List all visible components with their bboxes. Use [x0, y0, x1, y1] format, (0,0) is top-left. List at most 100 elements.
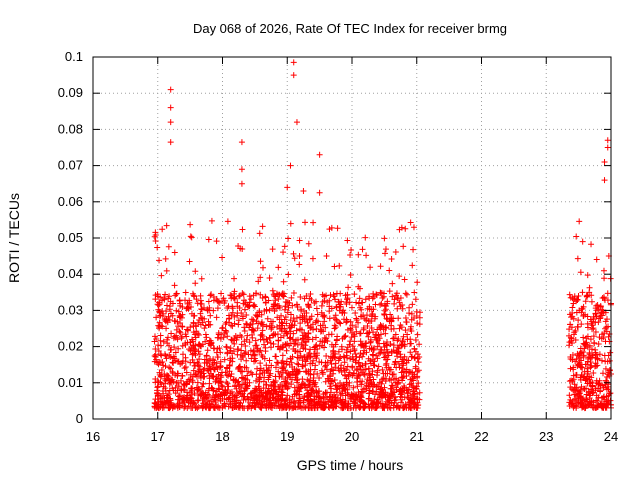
- data-point: [264, 315, 271, 322]
- data-point: [172, 349, 179, 356]
- data-point: [318, 367, 325, 374]
- data-point: [412, 296, 419, 303]
- data-point: [305, 240, 312, 247]
- x-axis-label: GPS time / hours: [297, 457, 404, 473]
- data-point: [342, 332, 349, 339]
- data-point: [355, 283, 362, 290]
- data-point: [246, 303, 253, 310]
- data-point: [595, 319, 602, 326]
- data-point: [192, 280, 199, 287]
- data-point: [396, 364, 403, 371]
- data-point: [354, 394, 361, 401]
- data-point: [163, 308, 170, 315]
- data-point: [291, 384, 298, 391]
- data-point: [360, 386, 367, 393]
- data-point: [604, 290, 611, 297]
- data-point: [332, 316, 339, 323]
- data-point: [207, 342, 214, 349]
- data-point: [590, 389, 597, 396]
- data-point: [582, 298, 589, 305]
- data-point: [185, 376, 192, 383]
- data-point: [349, 329, 356, 336]
- grid-lines: [93, 57, 611, 419]
- data-point: [599, 400, 606, 407]
- data-point: [582, 376, 589, 383]
- data-point: [152, 232, 159, 239]
- data-point: [593, 392, 600, 399]
- data-point: [377, 289, 384, 296]
- data-point: [270, 379, 277, 386]
- data-point: [319, 298, 326, 305]
- data-point: [241, 324, 248, 331]
- data-point: [362, 360, 369, 367]
- data-point: [215, 298, 222, 305]
- data-point: [377, 346, 384, 353]
- data-point: [414, 331, 421, 338]
- data-point: [231, 288, 238, 295]
- data-point: [356, 330, 363, 337]
- data-point: [361, 315, 368, 322]
- data-point: [337, 303, 344, 310]
- data-point: [160, 338, 167, 345]
- data-point: [572, 384, 579, 391]
- data-point: [301, 276, 308, 283]
- data-point: [238, 356, 245, 363]
- data-point: [322, 362, 329, 369]
- data-point: [308, 387, 315, 394]
- data-point: [256, 385, 263, 392]
- data-point: [171, 282, 178, 289]
- data-point: [567, 365, 574, 372]
- data-point: [166, 405, 173, 412]
- data-point: [157, 332, 164, 339]
- data-point: [602, 318, 609, 325]
- x-tick-label: 21: [410, 429, 424, 444]
- data-point: [266, 334, 273, 341]
- data-point: [196, 342, 203, 349]
- data-point: [261, 396, 268, 403]
- data-point: [257, 360, 264, 367]
- data-point: [228, 312, 235, 319]
- data-point: [374, 326, 381, 333]
- data-point: [574, 296, 581, 303]
- data-point: [222, 327, 229, 334]
- data-point: [167, 104, 174, 111]
- data-point: [414, 391, 421, 398]
- data-point: [305, 301, 312, 308]
- data-point: [275, 337, 282, 344]
- data-point: [574, 323, 581, 330]
- data-point: [381, 235, 388, 242]
- data-point: [585, 355, 592, 362]
- data-point: [570, 300, 577, 307]
- data-point: [154, 244, 161, 251]
- data-point: [238, 333, 245, 340]
- data-point: [327, 353, 334, 360]
- data-point: [355, 389, 362, 396]
- data-point: [571, 381, 578, 388]
- data-point: [587, 354, 594, 361]
- data-point: [229, 404, 236, 411]
- data-point: [347, 252, 354, 259]
- data-point: [359, 353, 366, 360]
- data-point: [409, 391, 416, 398]
- data-point: [225, 383, 232, 390]
- data-point: [205, 236, 212, 243]
- data-point: [576, 361, 583, 368]
- data-point: [241, 350, 248, 357]
- data-point: [599, 294, 606, 301]
- data-point: [217, 335, 224, 342]
- data-point: [331, 377, 338, 384]
- data-point: [573, 309, 580, 316]
- data-point: [269, 287, 276, 294]
- data-point: [175, 345, 182, 352]
- data-point: [383, 339, 390, 346]
- data-point: [163, 302, 170, 309]
- data-point: [275, 291, 282, 298]
- data-point: [221, 299, 228, 306]
- data-point: [360, 325, 367, 332]
- data-point: [370, 293, 377, 300]
- data-point: [302, 219, 309, 226]
- data-point: [224, 350, 231, 357]
- y-tick-label: 0.1: [65, 49, 83, 64]
- data-point: [411, 346, 418, 353]
- data-point: [268, 362, 275, 369]
